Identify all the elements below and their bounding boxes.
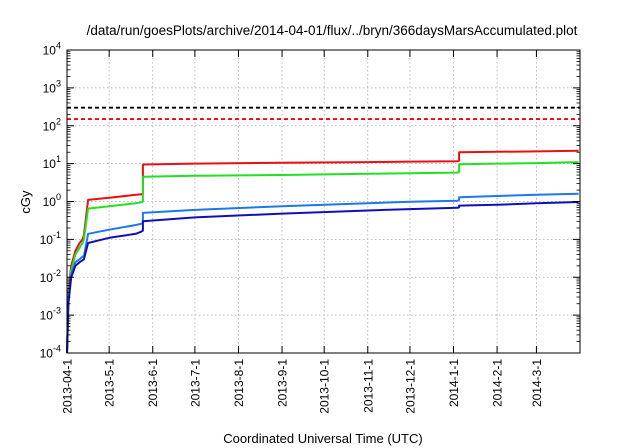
x-tick-label: 2013-11-1 bbox=[361, 359, 375, 413]
tick-marks bbox=[66, 49, 580, 354]
series-line bbox=[66, 192, 579, 354]
x-tick-label: 2014-1-1 bbox=[447, 359, 461, 407]
x-axis-label: Coordinated Universal Time (UTC) bbox=[223, 431, 422, 446]
x-tick-label: 2013-04-1 bbox=[61, 359, 75, 414]
x-tick-label: 2013-7-1 bbox=[188, 359, 202, 407]
y-tick-label: 10-2 bbox=[40, 268, 61, 285]
y-tick-label: 103 bbox=[43, 78, 61, 95]
series-line bbox=[66, 201, 579, 354]
reference-lines bbox=[67, 106, 580, 120]
x-tick-label: 2013-8-1 bbox=[232, 359, 246, 407]
y-axis-label: cGy bbox=[18, 190, 33, 214]
y-tick-label: 10-3 bbox=[40, 306, 61, 323]
y-tick-label: 100 bbox=[43, 192, 61, 209]
x-tick-label: 2014-3-1 bbox=[530, 359, 544, 407]
x-tick-label: 2014-2-1 bbox=[491, 359, 505, 407]
x-tick-label: 2013-5-1 bbox=[103, 359, 117, 407]
x-tick-label: 2013-12-1 bbox=[403, 359, 417, 414]
y-tick-label: 104 bbox=[43, 41, 61, 58]
x-tick-labels: 2013-04-1 2013-5-1 2013-6-1 2013-7-1 2013-8-… bbox=[61, 359, 544, 414]
y-tick-labels: 10-4 10-3 10-2 10-1 100 101 102 103 104 bbox=[40, 41, 61, 361]
y-tick-label: 10-1 bbox=[40, 230, 61, 247]
y-tick-label: 102 bbox=[43, 116, 61, 133]
series-line bbox=[66, 161, 579, 354]
x-tick-label: 2013-10-1 bbox=[318, 359, 332, 414]
x-tick-label: 2013-9-1 bbox=[276, 359, 290, 407]
grid-lines bbox=[67, 50, 580, 353]
x-tick-label: 2013-6-1 bbox=[146, 359, 160, 407]
data-series bbox=[66, 149, 579, 354]
chart-title: /data/run/goesPlots/archive/2014-04-01/f… bbox=[87, 23, 578, 38]
y-tick-label: 101 bbox=[43, 154, 61, 171]
y-tick-label: 10-4 bbox=[40, 344, 61, 361]
